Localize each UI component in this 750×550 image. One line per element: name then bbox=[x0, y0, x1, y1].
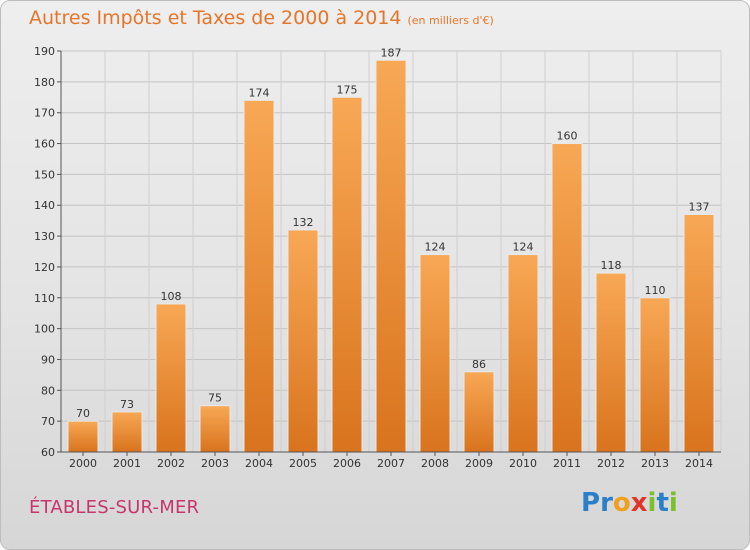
bar-2006 bbox=[331, 96, 363, 453]
x-tick-label: 2013 bbox=[641, 457, 669, 470]
bar-2001 bbox=[111, 411, 143, 453]
bar-2008 bbox=[419, 254, 451, 453]
y-tick-label: 80 bbox=[41, 384, 55, 397]
value-label: 118 bbox=[601, 259, 622, 272]
x-tick-label: 2006 bbox=[333, 457, 361, 470]
value-label: 124 bbox=[425, 241, 446, 254]
y-tick-label: 70 bbox=[41, 415, 55, 428]
x-tick-label: 2012 bbox=[597, 457, 625, 470]
chart-title-text: Autres Impôts et Taxes de 2000 à 2014 bbox=[29, 7, 402, 29]
logo-letter: i bbox=[668, 488, 678, 518]
y-tick-label: 150 bbox=[34, 168, 55, 181]
x-tick-label: 2004 bbox=[245, 457, 273, 470]
value-label: 75 bbox=[208, 392, 222, 405]
bar-2013 bbox=[639, 297, 671, 453]
bar-2010 bbox=[507, 254, 539, 453]
bar-2005 bbox=[287, 229, 319, 453]
value-label: 110 bbox=[645, 284, 666, 297]
proxiti-logo: Proxiti bbox=[581, 488, 678, 518]
y-tick-label: 90 bbox=[41, 353, 55, 366]
x-tick-label: 2000 bbox=[69, 457, 97, 470]
bar-2014 bbox=[683, 213, 715, 453]
y-tick-label: 100 bbox=[34, 323, 55, 336]
value-label: 160 bbox=[557, 130, 578, 143]
value-label: 137 bbox=[689, 200, 710, 213]
x-tick-label: 2010 bbox=[509, 457, 537, 470]
y-tick-label: 180 bbox=[34, 76, 55, 89]
value-label: 187 bbox=[381, 46, 402, 59]
chart-title: Autres Impôts et Taxes de 2000 à 2014 (en… bbox=[29, 7, 494, 29]
x-tick-label: 2003 bbox=[201, 457, 229, 470]
value-label: 174 bbox=[249, 86, 270, 99]
chart-unit: (en milliers d'€) bbox=[407, 14, 494, 27]
logo-letter: P bbox=[581, 488, 601, 518]
value-label: 175 bbox=[337, 83, 358, 96]
x-tick-label: 2008 bbox=[421, 457, 449, 470]
y-tick-label: 60 bbox=[41, 446, 55, 459]
y-tick-label: 160 bbox=[34, 138, 55, 151]
commune-name: ÉTABLES-SUR-MER bbox=[29, 497, 200, 518]
value-label: 108 bbox=[161, 290, 182, 303]
x-tick-label: 2007 bbox=[377, 457, 405, 470]
bar-2000 bbox=[67, 420, 99, 453]
bar-2007 bbox=[375, 59, 407, 453]
logo-letter: t bbox=[656, 488, 669, 518]
y-tick-label: 120 bbox=[34, 261, 55, 274]
y-tick-label: 130 bbox=[34, 230, 55, 243]
logo-letter: i bbox=[647, 488, 657, 518]
bar-2004 bbox=[243, 99, 275, 453]
bar-2009 bbox=[463, 371, 495, 453]
logo-letter: o bbox=[612, 488, 631, 518]
logo-letter: r bbox=[600, 488, 613, 518]
x-tick-label: 2009 bbox=[465, 457, 493, 470]
y-tick-label: 110 bbox=[34, 292, 55, 305]
bar-2003 bbox=[199, 405, 231, 453]
x-tick-label: 2001 bbox=[113, 457, 141, 470]
x-tick-label: 2002 bbox=[157, 457, 185, 470]
bar-2011 bbox=[551, 143, 583, 453]
y-tick-label: 190 bbox=[34, 45, 55, 58]
x-tick-label: 2011 bbox=[553, 457, 581, 470]
x-tick-label: 2014 bbox=[685, 457, 713, 470]
y-tick-label: 170 bbox=[34, 107, 55, 120]
logo-letter: x bbox=[630, 488, 648, 518]
bars: 70 73 108 75 174 132 175 187 124 86 124 160 118 110 13… bbox=[67, 46, 715, 453]
bar-2002 bbox=[155, 303, 187, 453]
bar-2012 bbox=[595, 272, 627, 453]
value-label: 73 bbox=[120, 398, 134, 411]
value-label: 70 bbox=[76, 407, 90, 420]
value-label: 124 bbox=[513, 241, 534, 254]
y-tick-label: 140 bbox=[34, 199, 55, 212]
value-label: 86 bbox=[472, 358, 486, 371]
value-label: 132 bbox=[293, 216, 314, 229]
axes: 60 70 80 90 100 110 120 130 140 150 160 170 180 190 20… bbox=[34, 45, 721, 470]
x-tick-label: 2005 bbox=[289, 457, 317, 470]
